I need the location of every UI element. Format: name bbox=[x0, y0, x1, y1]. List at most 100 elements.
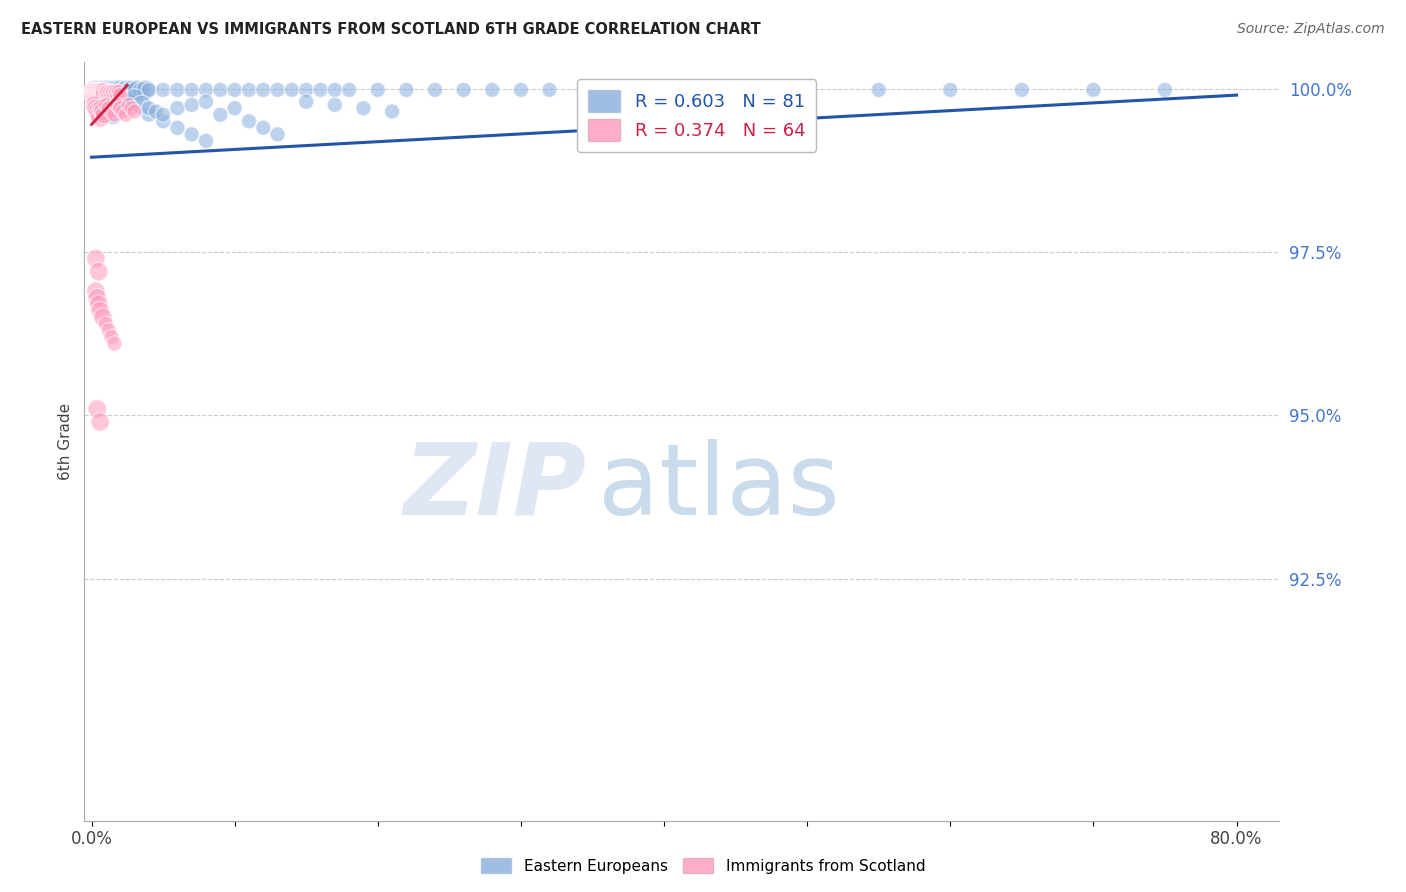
Point bbox=[252, 120, 274, 135]
Point bbox=[94, 88, 117, 103]
Point bbox=[145, 104, 167, 119]
Point bbox=[118, 98, 141, 112]
Point bbox=[224, 83, 246, 97]
Point bbox=[90, 85, 112, 99]
Point bbox=[796, 83, 818, 97]
Point bbox=[87, 85, 110, 99]
Point bbox=[124, 104, 146, 119]
Point bbox=[97, 323, 120, 337]
Point bbox=[84, 83, 107, 97]
Point bbox=[453, 83, 475, 97]
Point bbox=[103, 83, 125, 97]
Point bbox=[83, 85, 105, 99]
Point bbox=[84, 101, 107, 115]
Point bbox=[86, 85, 108, 99]
Point bbox=[124, 91, 146, 105]
Point bbox=[118, 85, 141, 99]
Point bbox=[104, 85, 127, 99]
Point bbox=[91, 310, 114, 325]
Point bbox=[101, 108, 124, 122]
Point bbox=[87, 83, 110, 97]
Point bbox=[94, 85, 117, 99]
Point bbox=[367, 83, 389, 97]
Point bbox=[107, 85, 129, 99]
Point bbox=[84, 85, 107, 99]
Point bbox=[97, 83, 120, 97]
Point bbox=[89, 111, 111, 125]
Y-axis label: 6th Grade: 6th Grade bbox=[58, 403, 73, 480]
Point bbox=[131, 98, 153, 112]
Point bbox=[117, 95, 139, 109]
Point bbox=[323, 83, 346, 97]
Point bbox=[295, 95, 318, 109]
Point bbox=[152, 114, 174, 128]
Point bbox=[86, 104, 108, 119]
Point bbox=[84, 85, 107, 99]
Point bbox=[83, 83, 105, 97]
Point bbox=[91, 83, 114, 97]
Point bbox=[82, 88, 104, 103]
Point bbox=[1011, 83, 1033, 97]
Point bbox=[209, 83, 232, 97]
Point bbox=[93, 88, 115, 103]
Point bbox=[91, 98, 114, 112]
Point bbox=[82, 85, 104, 99]
Point bbox=[111, 104, 134, 119]
Point bbox=[105, 98, 128, 112]
Point bbox=[108, 98, 131, 112]
Point bbox=[101, 85, 124, 99]
Point bbox=[93, 85, 115, 99]
Point bbox=[337, 83, 360, 97]
Point bbox=[97, 88, 120, 103]
Point bbox=[89, 88, 111, 103]
Point bbox=[108, 88, 131, 103]
Point bbox=[100, 83, 122, 97]
Text: ZIP: ZIP bbox=[404, 439, 586, 535]
Point bbox=[135, 83, 157, 97]
Point bbox=[295, 83, 318, 97]
Point bbox=[115, 83, 138, 97]
Point bbox=[111, 85, 134, 99]
Point bbox=[100, 88, 122, 103]
Point bbox=[83, 88, 105, 103]
Point bbox=[281, 83, 304, 97]
Point bbox=[89, 85, 111, 99]
Point bbox=[209, 108, 232, 122]
Point bbox=[115, 108, 138, 122]
Point bbox=[195, 95, 218, 109]
Point bbox=[105, 88, 128, 103]
Point bbox=[131, 85, 153, 99]
Point bbox=[107, 85, 129, 99]
Point bbox=[94, 317, 117, 331]
Point bbox=[87, 108, 110, 122]
Point bbox=[180, 98, 202, 112]
Point bbox=[90, 101, 112, 115]
Point bbox=[90, 88, 112, 103]
Point bbox=[93, 108, 115, 122]
Point bbox=[97, 101, 120, 115]
Legend: Eastern Europeans, Immigrants from Scotland: Eastern Europeans, Immigrants from Scotl… bbox=[475, 852, 931, 880]
Point bbox=[91, 85, 114, 99]
Point bbox=[84, 252, 107, 266]
Point bbox=[89, 85, 111, 99]
Point bbox=[100, 330, 122, 344]
Point bbox=[1154, 83, 1177, 97]
Point bbox=[90, 85, 112, 99]
Point bbox=[152, 108, 174, 122]
Point bbox=[105, 101, 128, 115]
Point bbox=[509, 83, 531, 97]
Point bbox=[195, 83, 218, 97]
Point bbox=[91, 85, 114, 99]
Point bbox=[423, 83, 446, 97]
Point bbox=[103, 88, 125, 103]
Point bbox=[105, 83, 128, 97]
Point bbox=[94, 85, 117, 99]
Point bbox=[724, 83, 747, 97]
Point bbox=[84, 88, 107, 103]
Point bbox=[100, 104, 122, 119]
Point bbox=[94, 101, 117, 115]
Point bbox=[94, 83, 117, 97]
Point bbox=[152, 83, 174, 97]
Point bbox=[86, 291, 108, 305]
Point bbox=[238, 114, 260, 128]
